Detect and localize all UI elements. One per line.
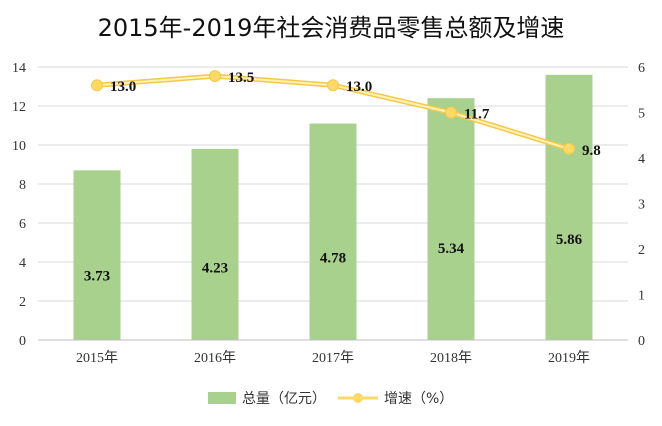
- line-data-label: 13.0: [346, 79, 372, 95]
- left-y-axis: 0 2 4 6 8 10 12 14: [12, 61, 26, 349]
- line-data-label: 11.7: [464, 107, 490, 123]
- line-point: [563, 142, 575, 155]
- line-point: [91, 79, 103, 92]
- x-tick-label: 2016年: [194, 350, 236, 366]
- left-tick-label: 6: [19, 217, 26, 232]
- right-tick-label: 5: [638, 107, 645, 122]
- line-data-label: 9.8: [582, 143, 601, 159]
- left-tick-label: 4: [19, 256, 26, 271]
- right-tick-label: 3: [638, 198, 645, 213]
- right-tick-label: 6: [638, 61, 645, 76]
- line-series: 13.0 13.5 13.0 11.7 9.8: [91, 70, 601, 159]
- bar: [191, 148, 239, 340]
- bar-data-label: 4.23: [202, 260, 228, 276]
- left-tick-label: 8: [19, 178, 26, 193]
- line-point: [445, 106, 457, 119]
- right-tick-label: 4: [638, 152, 645, 167]
- left-tick-label: 10: [12, 139, 26, 154]
- x-tick-label: 2015年: [76, 350, 118, 366]
- bar: [73, 170, 121, 340]
- line-point: [209, 70, 221, 83]
- right-tick-label: 1: [638, 289, 645, 304]
- legend-marker: [353, 393, 363, 403]
- left-tick-label: 2: [19, 295, 26, 310]
- bar: [427, 98, 475, 340]
- right-y-axis: 0 1 2 3 4 5 6: [638, 61, 645, 349]
- right-tick-label: 2: [638, 243, 645, 258]
- left-tick-label: 0: [19, 334, 26, 349]
- x-tick-label: 2017年: [312, 350, 354, 366]
- right-tick-label: 0: [638, 334, 645, 349]
- left-tick-label: 12: [12, 100, 26, 115]
- bar: [545, 74, 593, 341]
- legend-label-bar: 总量（亿元）: [242, 391, 326, 407]
- bar-data-label: 5.86: [556, 232, 583, 248]
- bar-series: 3.73 4.23 4.78 5.34 5.86: [73, 74, 593, 341]
- bar: [309, 123, 357, 340]
- line-data-label: 13.0: [110, 79, 136, 95]
- chart-title: 2015年-2019年社会消费品零售总额及增速: [98, 14, 565, 42]
- legend-label-line: 增速（%）: [384, 391, 453, 407]
- x-tick-label: 2019年: [548, 350, 590, 366]
- line-data-label: 13.5: [228, 70, 254, 86]
- x-tick-label: 2018年: [430, 350, 472, 366]
- bar-data-label: 4.78: [320, 251, 346, 267]
- x-axis: 2015年 2016年 2017年 2018年 2019年: [38, 339, 628, 366]
- legend: 总量（亿元） 增速（%）: [208, 391, 453, 407]
- bar-data-label: 3.73: [84, 269, 110, 285]
- legend-swatch-bar: [208, 392, 236, 404]
- line-point: [327, 79, 339, 92]
- bar-data-label: 5.34: [438, 241, 465, 257]
- left-tick-label: 14: [12, 61, 26, 76]
